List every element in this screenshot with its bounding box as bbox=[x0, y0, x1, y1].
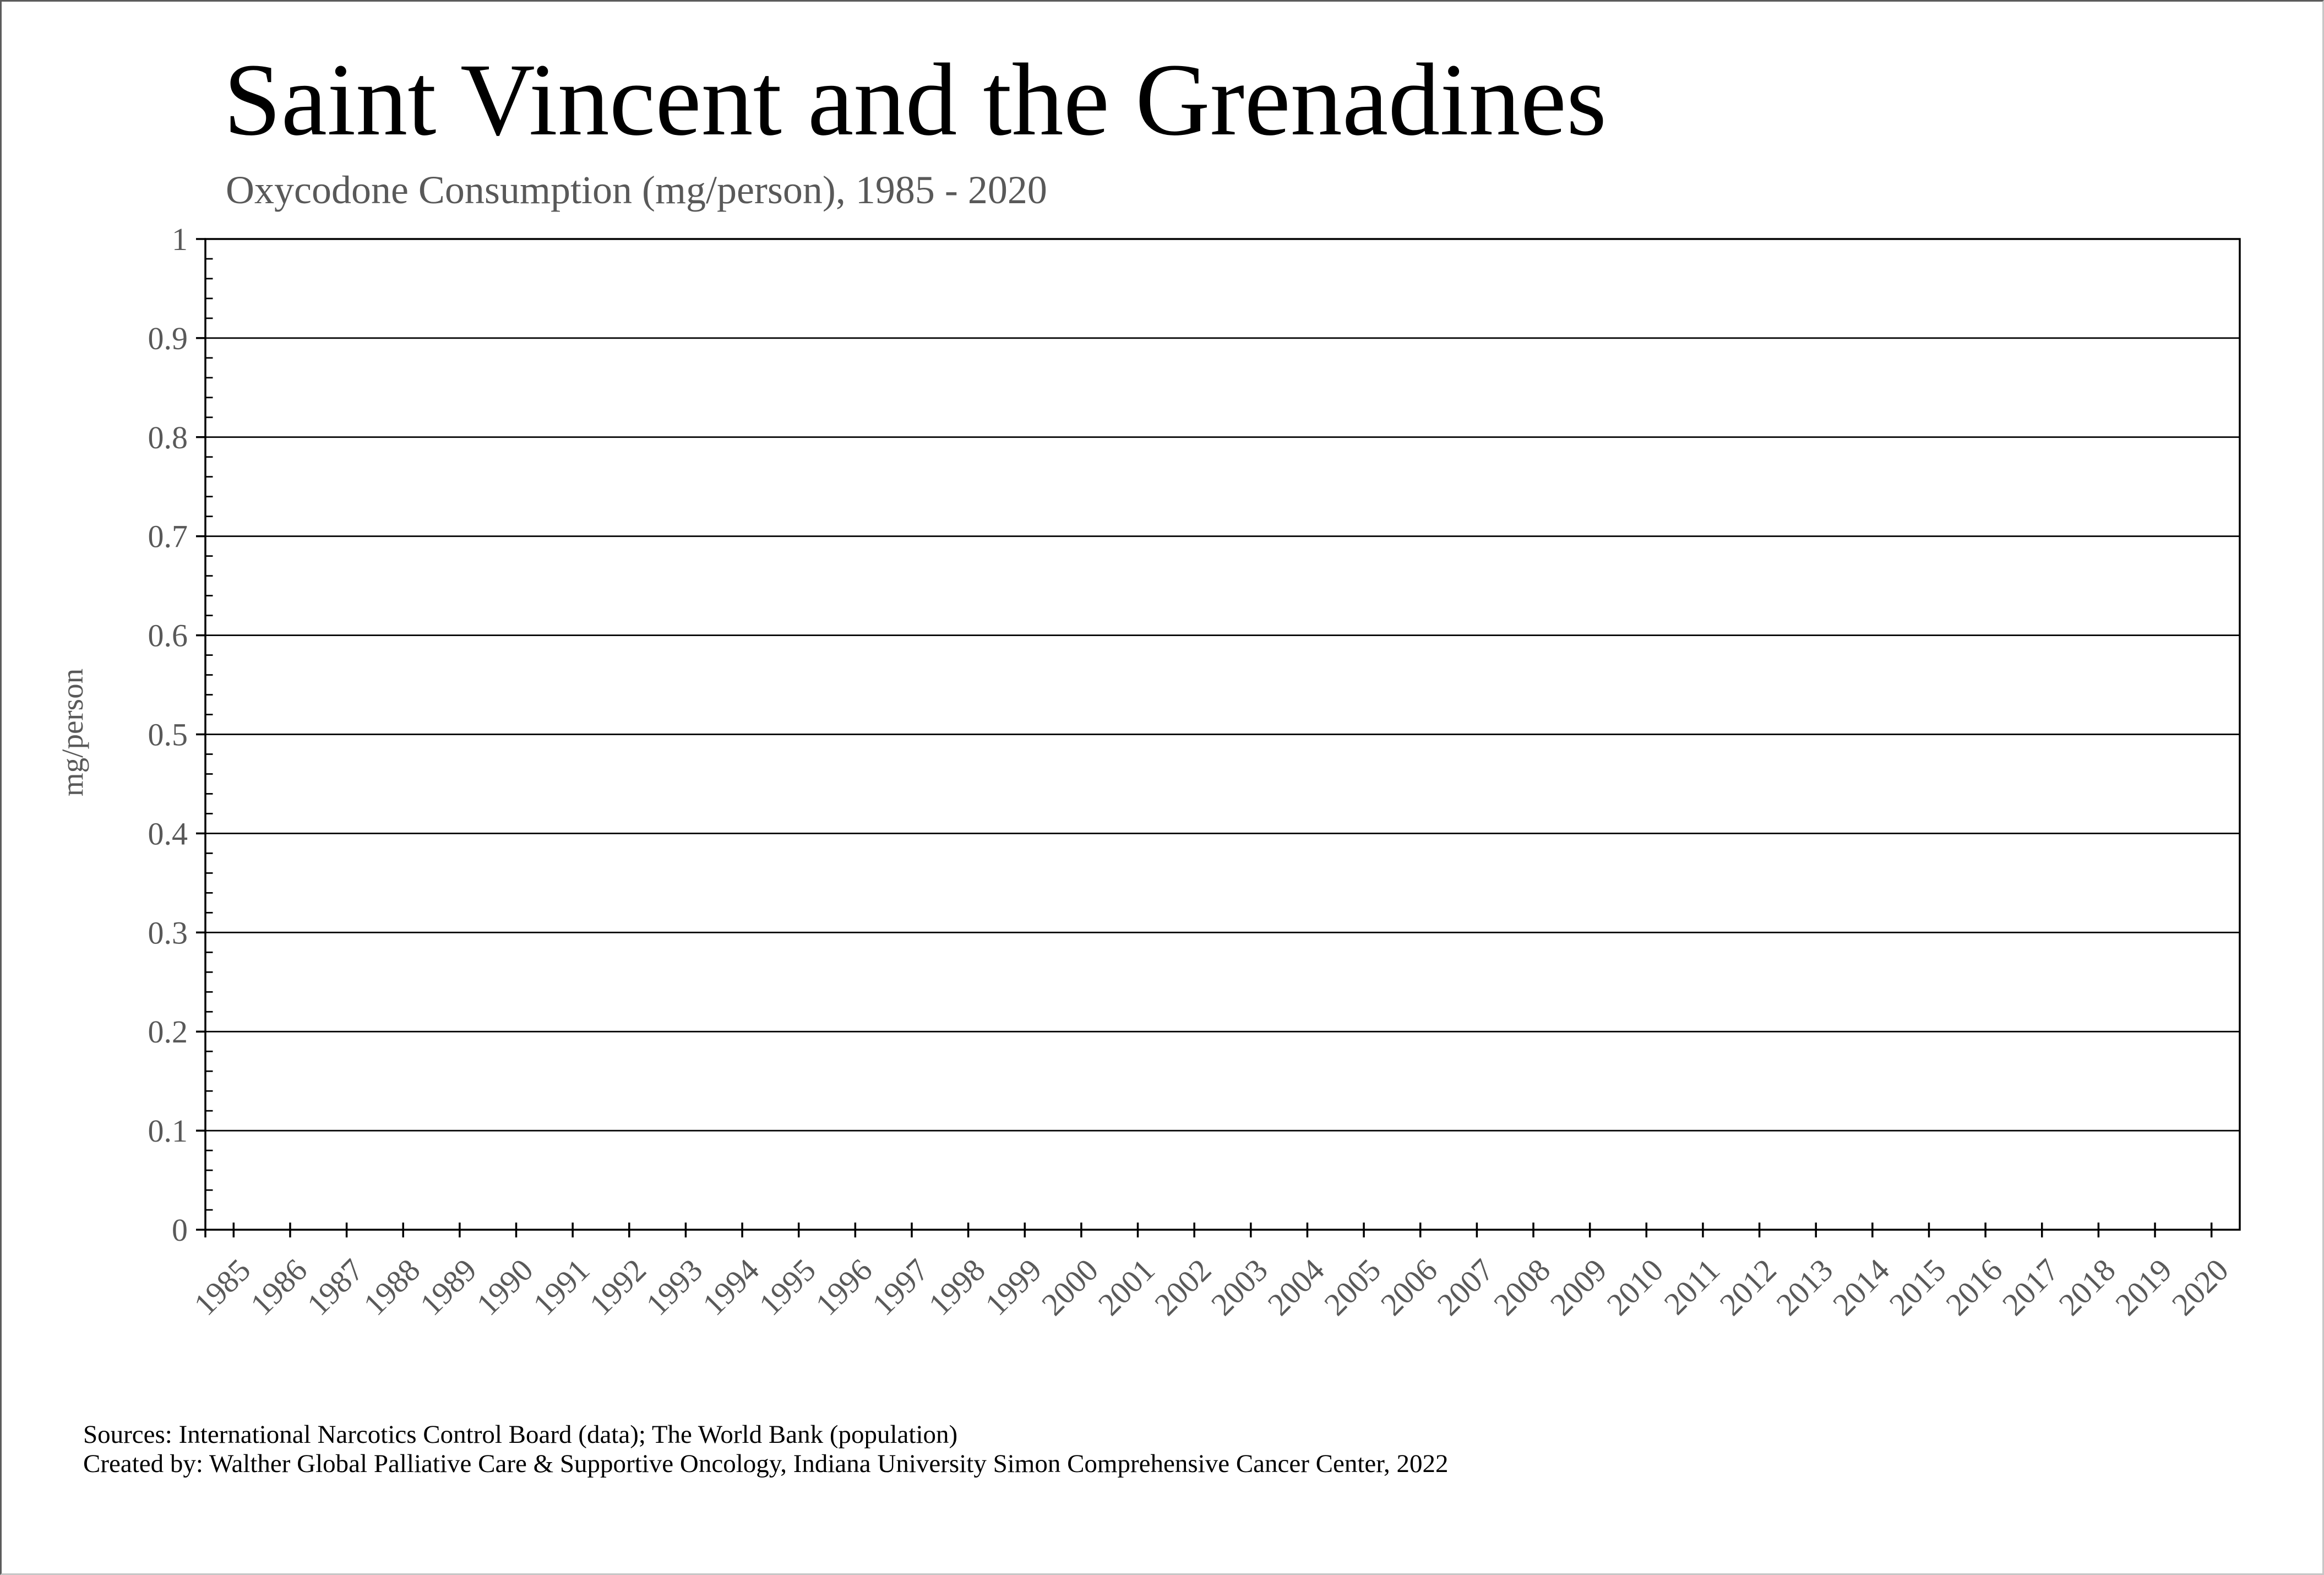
x-tick-label: 2012 bbox=[1713, 1252, 1783, 1322]
y-minor-ticks bbox=[205, 258, 213, 1211]
y-tick-label: 0.3 bbox=[148, 915, 188, 951]
x-tick-label: 2010 bbox=[1599, 1252, 1670, 1322]
x-tick-label: 2001 bbox=[1091, 1252, 1162, 1322]
y-tick-label: 0 bbox=[172, 1212, 188, 1248]
x-tick-label: 2005 bbox=[1317, 1252, 1387, 1322]
x-tick-label: 2006 bbox=[1374, 1252, 1444, 1322]
x-tick-label: 2000 bbox=[1035, 1252, 1105, 1322]
plot-border bbox=[204, 238, 2241, 1231]
footer-credit: Created by: Walther Global Palliative Ca… bbox=[83, 1449, 1449, 1479]
x-tick-label: 2014 bbox=[1826, 1252, 1896, 1322]
x-tick-label: 2008 bbox=[1487, 1252, 1557, 1322]
x-tick-label: 1994 bbox=[695, 1252, 766, 1322]
y-tick-label: 0.1 bbox=[148, 1113, 188, 1149]
x-tick-label: 1993 bbox=[639, 1252, 710, 1322]
x-tick-label: 2019 bbox=[2108, 1252, 2179, 1322]
y-tick-label: 0.7 bbox=[148, 519, 188, 555]
y-tick-label: 1 bbox=[172, 221, 188, 257]
x-tick-label: 1988 bbox=[356, 1252, 427, 1322]
x-tick-label: 1995 bbox=[752, 1252, 823, 1322]
y-tick-label: 0.2 bbox=[148, 1014, 188, 1050]
x-tick-label: 1991 bbox=[526, 1252, 596, 1322]
chart-subtitle: Oxycodone Consumption (mg/person), 1985 … bbox=[226, 168, 1047, 212]
x-tick-label: 1989 bbox=[413, 1252, 483, 1322]
x-tick-label: 1997 bbox=[865, 1252, 935, 1322]
x-tick-label: 2003 bbox=[1204, 1252, 1275, 1322]
x-tick-label: 2018 bbox=[2052, 1252, 2122, 1322]
x-tick-label: 2007 bbox=[1430, 1252, 1501, 1322]
x-tick-label: 1985 bbox=[187, 1252, 258, 1322]
x-tick-label: 2017 bbox=[1995, 1252, 2066, 1322]
x-tick-label: 1992 bbox=[583, 1252, 653, 1322]
x-tick-label: 2020 bbox=[2165, 1252, 2235, 1322]
y-tick-label: 0.9 bbox=[148, 321, 188, 356]
x-tick-label: 1987 bbox=[300, 1252, 371, 1322]
y-tick-label: 0.8 bbox=[148, 420, 188, 455]
y-axis-title: mg/person bbox=[56, 669, 89, 796]
footer-sources: Sources: International Narcotics Control… bbox=[83, 1420, 958, 1449]
y-tick-label: 0.4 bbox=[148, 816, 188, 851]
x-tick-label: 1999 bbox=[978, 1252, 1048, 1322]
chart-footer: Sources: International Narcotics Control… bbox=[83, 1420, 1449, 1479]
x-tick-label: 1986 bbox=[243, 1252, 314, 1322]
x-tick-label: 1998 bbox=[922, 1252, 992, 1322]
y-major-ticks bbox=[196, 238, 206, 1231]
y-gridlines bbox=[205, 337, 2240, 1132]
x-tick-label: 2002 bbox=[1147, 1252, 1218, 1322]
x-tick-label: 2011 bbox=[1657, 1252, 1727, 1321]
x-tick-label: 2015 bbox=[1882, 1252, 1953, 1322]
x-tick-label: 2004 bbox=[1261, 1252, 1331, 1322]
y-tick-label: 0.6 bbox=[148, 618, 188, 654]
x-tick-label: 2016 bbox=[1939, 1252, 2009, 1322]
x-tick-labels: 1985198619871988198919901991199219931994… bbox=[187, 1252, 2235, 1322]
x-tick-label: 2009 bbox=[1543, 1252, 1614, 1322]
chart-title: Saint Vincent and the Grenadines bbox=[224, 42, 1607, 157]
y-tick-label: 0.5 bbox=[148, 717, 188, 753]
y-tick-labels: 0 0.1 0.2 0.3 0.4 0.5 0.6 0.7 0.8 0.9 1 bbox=[148, 221, 188, 1248]
x-tick-label: 2013 bbox=[1769, 1252, 1839, 1322]
x-tick-label: 1990 bbox=[470, 1252, 540, 1322]
x-tick-label: 1996 bbox=[809, 1252, 879, 1322]
